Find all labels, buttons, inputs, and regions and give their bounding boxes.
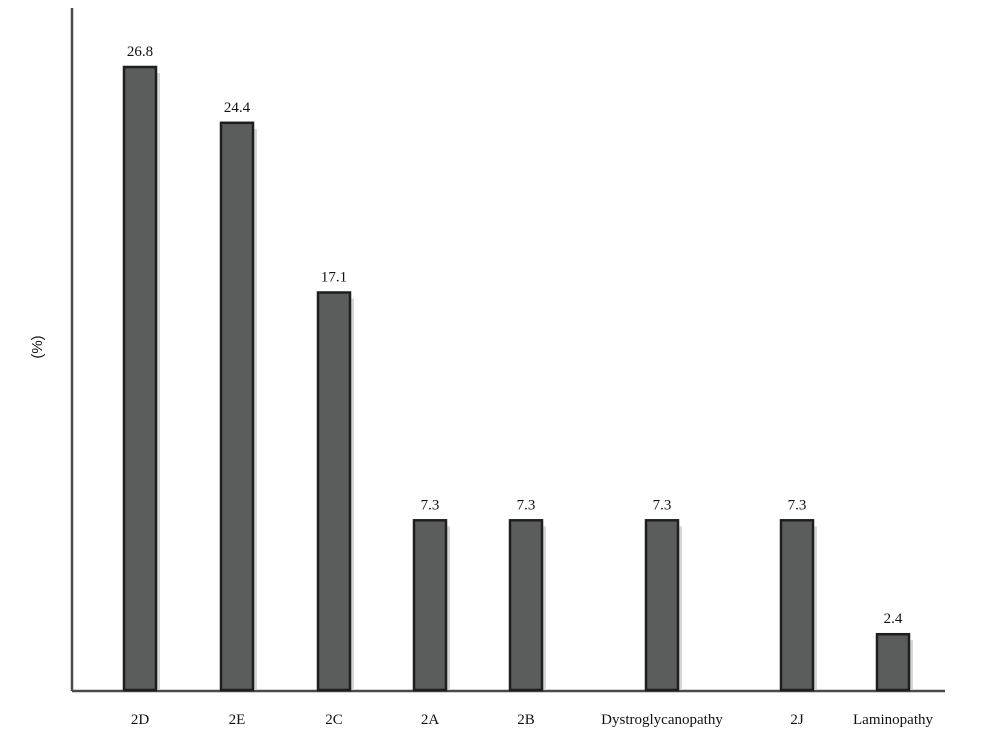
value-label: 2.4 xyxy=(884,611,903,627)
bar-laminopathy xyxy=(875,632,911,692)
bar-2b xyxy=(508,519,544,692)
bar-shadow xyxy=(351,298,354,690)
bar-shadow xyxy=(157,73,160,690)
bar-shadow xyxy=(679,526,682,690)
bar-2d xyxy=(122,65,158,692)
bar-dystroglycanopathy xyxy=(644,519,680,692)
value-label: 26.8 xyxy=(127,44,153,60)
x-tick-label: 2E xyxy=(229,712,246,728)
bar-shadow xyxy=(814,526,817,690)
x-tick-labels-group: 2D 2E 2C 2A 2B Dystroglycanopathy 2J Laminopath… xyxy=(131,712,934,728)
bar-2j xyxy=(779,519,815,692)
value-label: 7.3 xyxy=(517,497,536,513)
bar-2c xyxy=(316,291,352,692)
x-tick-label: 2C xyxy=(325,712,343,728)
x-tick-label: Dystroglycanopathy xyxy=(601,712,723,728)
y-axis-label: (%) xyxy=(29,335,46,358)
value-labels-group: 26.8 24.4 17.1 7.3 7.3 7.3 7.3 2.4 xyxy=(127,44,903,627)
bar-shadow xyxy=(447,526,450,690)
bar-2a xyxy=(412,519,448,692)
bar-shadow xyxy=(543,526,546,690)
x-tick-label: 2A xyxy=(421,712,440,728)
value-label: 7.3 xyxy=(421,497,440,513)
x-tick-label: 2D xyxy=(131,712,150,728)
value-label: 7.3 xyxy=(653,497,672,513)
value-label: 7.3 xyxy=(788,497,807,513)
x-tick-label: 2J xyxy=(790,712,804,728)
bar-shadow xyxy=(254,128,257,691)
bar-shadow xyxy=(910,640,913,690)
value-label: 17.1 xyxy=(321,269,347,285)
bar-2e xyxy=(219,121,255,692)
x-tick-label: 2B xyxy=(517,712,535,728)
bars-group xyxy=(122,65,913,692)
value-label: 24.4 xyxy=(224,100,251,116)
x-tick-label: Laminopathy xyxy=(853,712,933,728)
